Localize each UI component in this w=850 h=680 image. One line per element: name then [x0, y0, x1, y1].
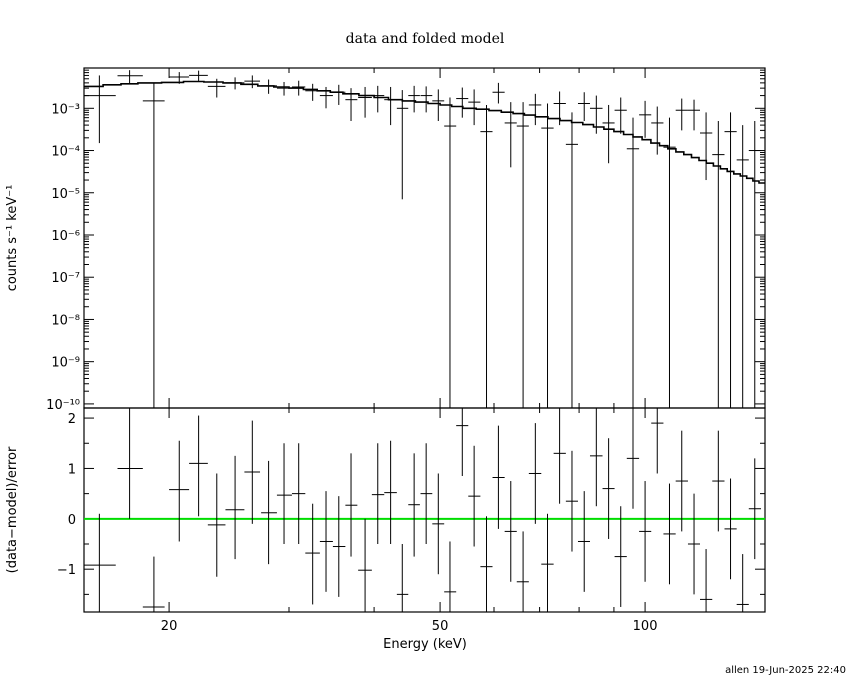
top-y-axis-label: counts s⁻¹ keV⁻¹ — [5, 185, 20, 292]
x-tick-label: 50 — [432, 619, 449, 634]
y-tick-label: −1 — [57, 563, 76, 578]
y-tick-label: 10⁻⁶ — [51, 229, 80, 244]
chart-title: data and folded model — [346, 31, 505, 47]
y-tick-label: 10⁻¹⁰ — [46, 398, 80, 413]
model-curve — [84, 80, 765, 184]
bottom-y-axis-label: (data−model)/error — [5, 446, 20, 573]
x-tick-label: 100 — [633, 619, 658, 634]
top-panel: 10⁻³ 10⁻⁴ 10⁻⁵ 10⁻⁶ 10⁻⁷ 10⁻⁸ 10⁻⁹ 10⁻¹⁰ — [46, 67, 766, 413]
y-tick-label: 10⁻⁴ — [51, 145, 80, 160]
footer-stamp: allen 19-Jun-2025 22:40 — [725, 665, 846, 676]
y-tick-label: 10⁻⁹ — [51, 356, 80, 371]
y-tick-label: 1 — [68, 462, 76, 477]
top-plot-frame — [83, 67, 766, 409]
bottom-panel: 20 50 100 2 1 0 −1 — [57, 407, 766, 634]
x-tick-label: 20 — [161, 619, 178, 634]
y-tick-label: 2 — [68, 412, 76, 427]
x-axis-label: Energy (keV) — [383, 637, 467, 652]
y-tick-label: 10⁻⁷ — [51, 271, 80, 286]
bottom-plot-frame — [83, 407, 766, 613]
y-tick-label: 10⁻³ — [51, 102, 80, 117]
y-tick-label: 0 — [68, 513, 76, 528]
y-tick-label: 10⁻⁸ — [51, 313, 80, 328]
y-tick-label: 10⁻⁵ — [51, 187, 80, 202]
